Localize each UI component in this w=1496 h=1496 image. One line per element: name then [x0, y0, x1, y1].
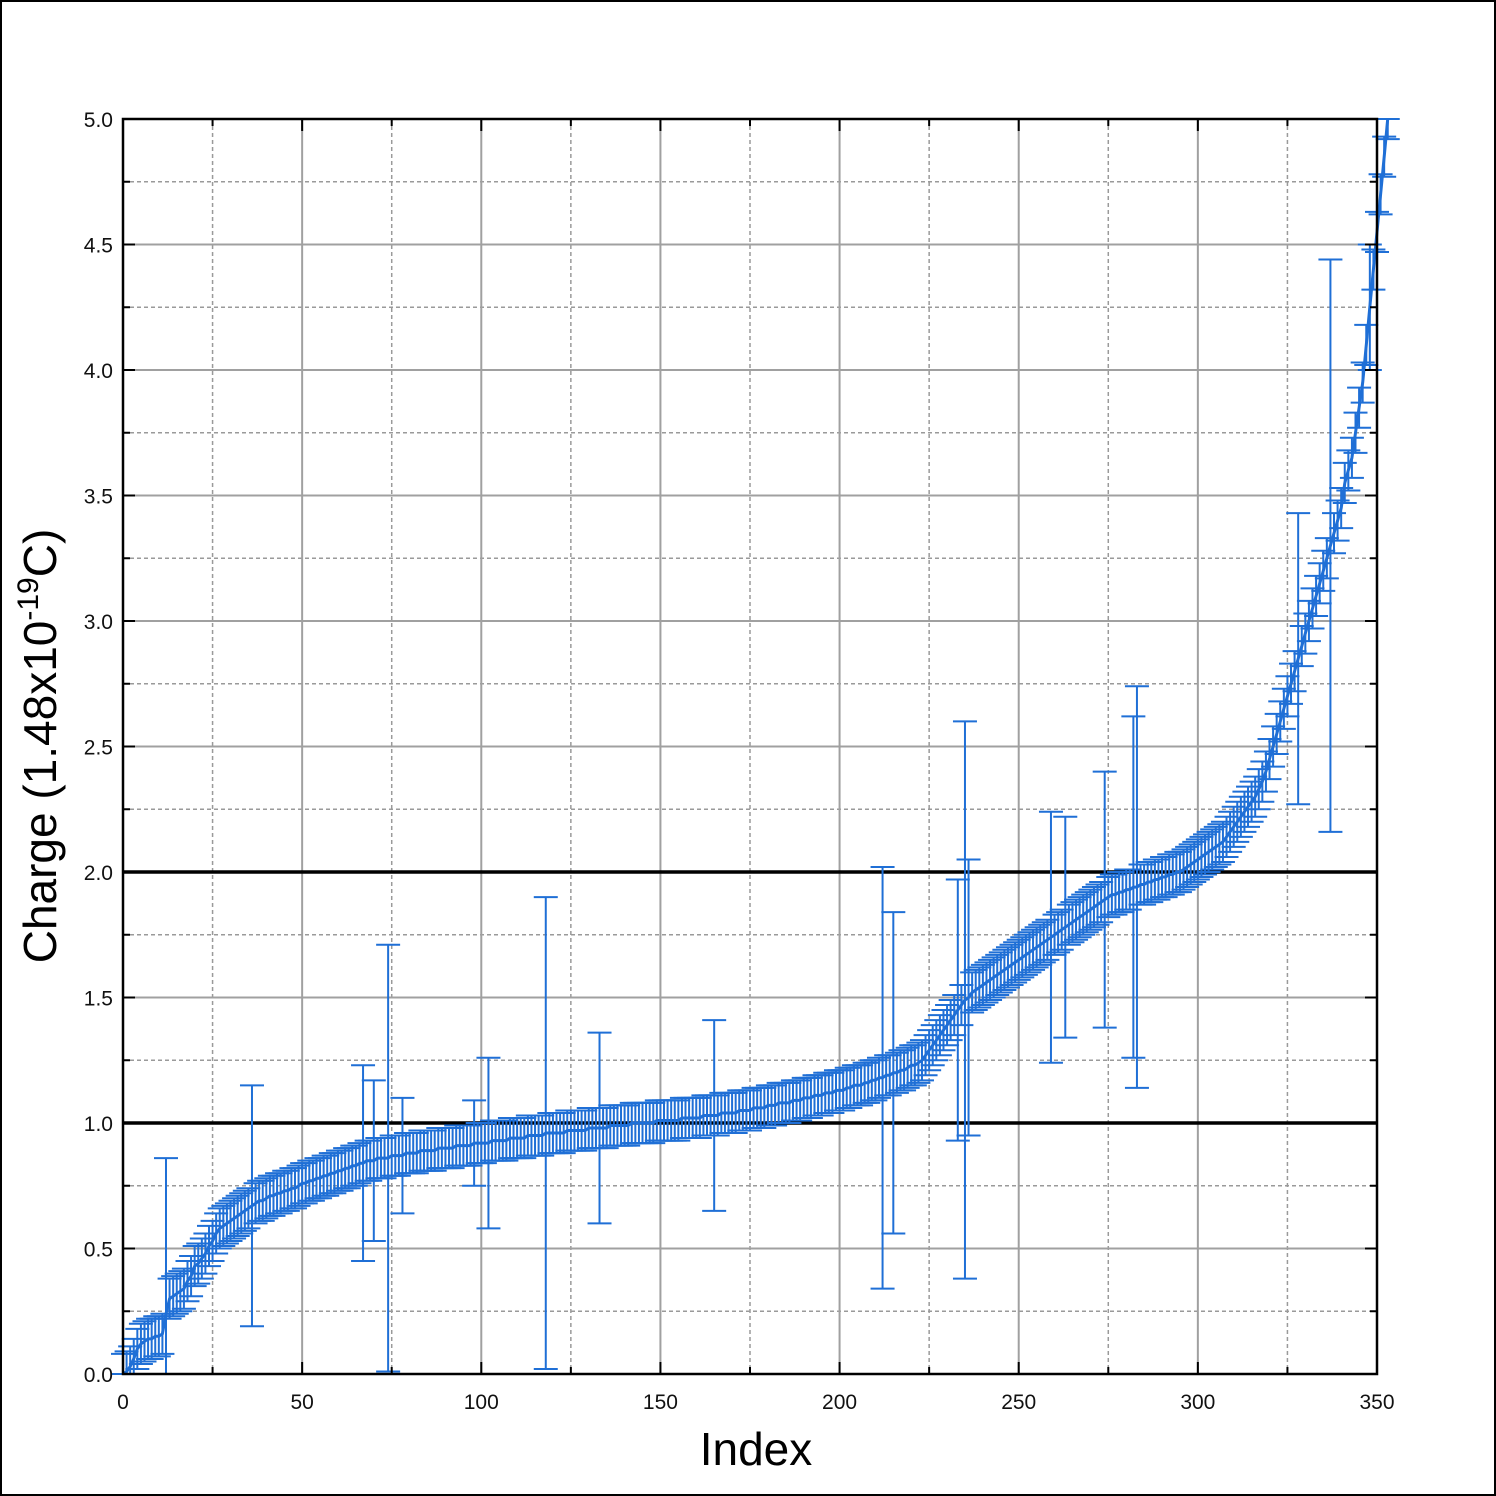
x-tick-label: 0 [117, 1391, 129, 1414]
y-tick-label: 3.5 [84, 486, 113, 509]
y-tick-label: 0.0 [84, 1364, 113, 1387]
y-axis-title-superscript: -19 [12, 577, 45, 620]
x-tick-label: 50 [290, 1391, 313, 1414]
x-axis-title: Index [700, 1423, 813, 1475]
x-tick-label: 350 [1359, 1391, 1394, 1414]
y-tick-label: 0.5 [84, 1239, 113, 1262]
y-tick-label: 5.0 [84, 109, 113, 132]
y-tick-label: 4.0 [84, 360, 113, 383]
error-bars [111, 118, 1400, 1375]
y-tick-label: 4.5 [84, 235, 113, 258]
minor-grid [123, 119, 1377, 1374]
x-tick-labels: 0 50 100 150 200 250 300 350 [117, 1391, 1394, 1414]
x-tick-label: 250 [1001, 1391, 1036, 1414]
x-tick-label: 300 [1180, 1391, 1215, 1414]
series-line-group [122, 118, 1390, 1376]
y-axis-title-suffix: C) [14, 529, 66, 578]
y-tick-label: 1.0 [84, 1113, 113, 1136]
y-axis-title-main: Charge (1.48x10 [14, 621, 66, 964]
y-tick-labels: 0.0 0.5 1.0 1.5 2.0 2.5 3.0 3.5 4.0 4.5 5.0 [84, 109, 113, 1387]
x-tick-label: 200 [822, 1391, 857, 1414]
series-line [122, 118, 1390, 1376]
axis-ticks [122, 118, 1378, 1375]
y-axis-title: Charge (1.48x10-19C) [12, 529, 66, 964]
y-tick-label: 2.5 [84, 737, 113, 760]
y-tick-label: 3.0 [84, 611, 113, 634]
x-tick-label: 100 [464, 1391, 499, 1414]
y-tick-label: 1.5 [84, 988, 113, 1011]
x-tick-label: 150 [643, 1391, 678, 1414]
y-tick-label: 2.0 [84, 862, 113, 885]
